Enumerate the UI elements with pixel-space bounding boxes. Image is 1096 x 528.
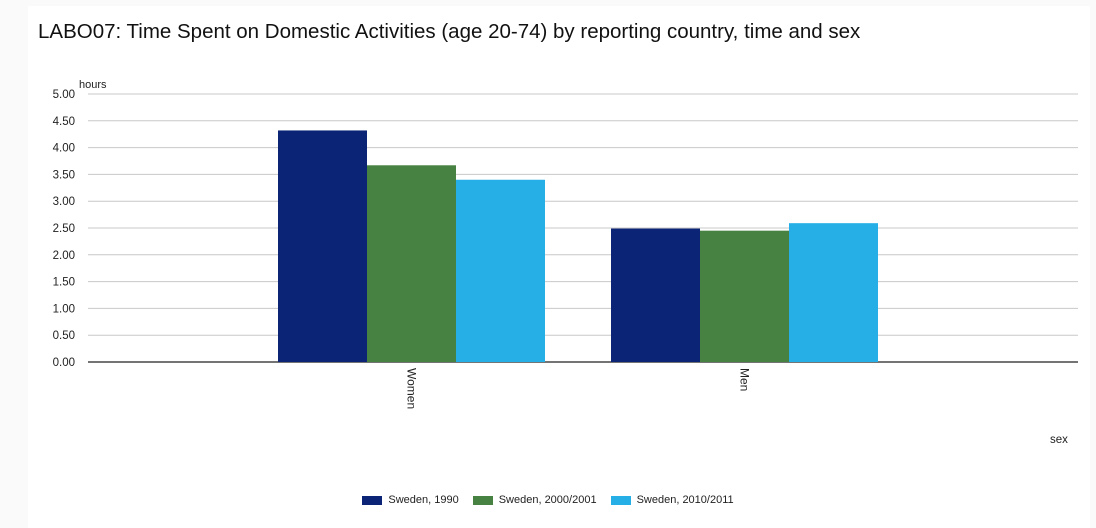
y-tick-label: 3.50 bbox=[53, 169, 75, 181]
y-tick-label: 5.00 bbox=[53, 89, 75, 101]
bar-men-2 bbox=[700, 230, 789, 362]
y-tick-label: 2.00 bbox=[53, 250, 75, 262]
y-tick-label: 3.00 bbox=[53, 196, 75, 208]
y-tick-label: 4.00 bbox=[53, 143, 75, 155]
y-tick-label: 4.50 bbox=[53, 116, 75, 128]
legend-swatch bbox=[610, 495, 631, 505]
bar-men-3 bbox=[789, 223, 878, 362]
legend-swatch bbox=[362, 495, 383, 505]
legend-item: Sweden, 1990 bbox=[362, 494, 459, 506]
y-axis-unit-label: hours bbox=[79, 79, 107, 91]
chart-panel bbox=[28, 6, 1090, 528]
bar-women-2 bbox=[367, 165, 456, 362]
legend-label: Sweden, 2000/2001 bbox=[498, 494, 597, 506]
bar-men-1 bbox=[611, 228, 700, 362]
y-tick-label: 0.00 bbox=[53, 357, 75, 369]
category-labels: Women Men bbox=[405, 368, 752, 409]
bar-women-1 bbox=[278, 130, 367, 362]
bar-women-3 bbox=[456, 179, 545, 362]
grid-lines bbox=[88, 93, 1078, 363]
legend-item: Sweden, 2000/2001 bbox=[472, 494, 597, 506]
y-tick-label: 1.00 bbox=[53, 303, 75, 315]
category-label-men: Men bbox=[738, 368, 752, 391]
y-tick-label: 1.50 bbox=[53, 277, 75, 289]
legend: Sweden, 1990 Sweden, 2000/2001 Sweden, 201… bbox=[0, 494, 1096, 506]
legend-swatch bbox=[472, 495, 493, 505]
x-axis-title: sex bbox=[1050, 434, 1068, 446]
y-tick-label: 0.50 bbox=[53, 330, 75, 342]
category-label-women: Women bbox=[405, 368, 419, 409]
y-tick-label: 2.50 bbox=[53, 223, 75, 235]
legend-label: Sweden, 1990 bbox=[388, 494, 459, 506]
bars bbox=[278, 130, 878, 362]
legend-item: Sweden, 2010/2011 bbox=[610, 494, 734, 506]
chart-title: LABO07: Time Spent on Domestic Activitie… bbox=[38, 20, 861, 43]
legend-label: Sweden, 2010/2011 bbox=[636, 494, 734, 506]
y-tick-labels: 0.00 0.50 1.00 1.50 2.00 2.50 3.00 3.50 4.00 4.50… bbox=[53, 89, 75, 369]
